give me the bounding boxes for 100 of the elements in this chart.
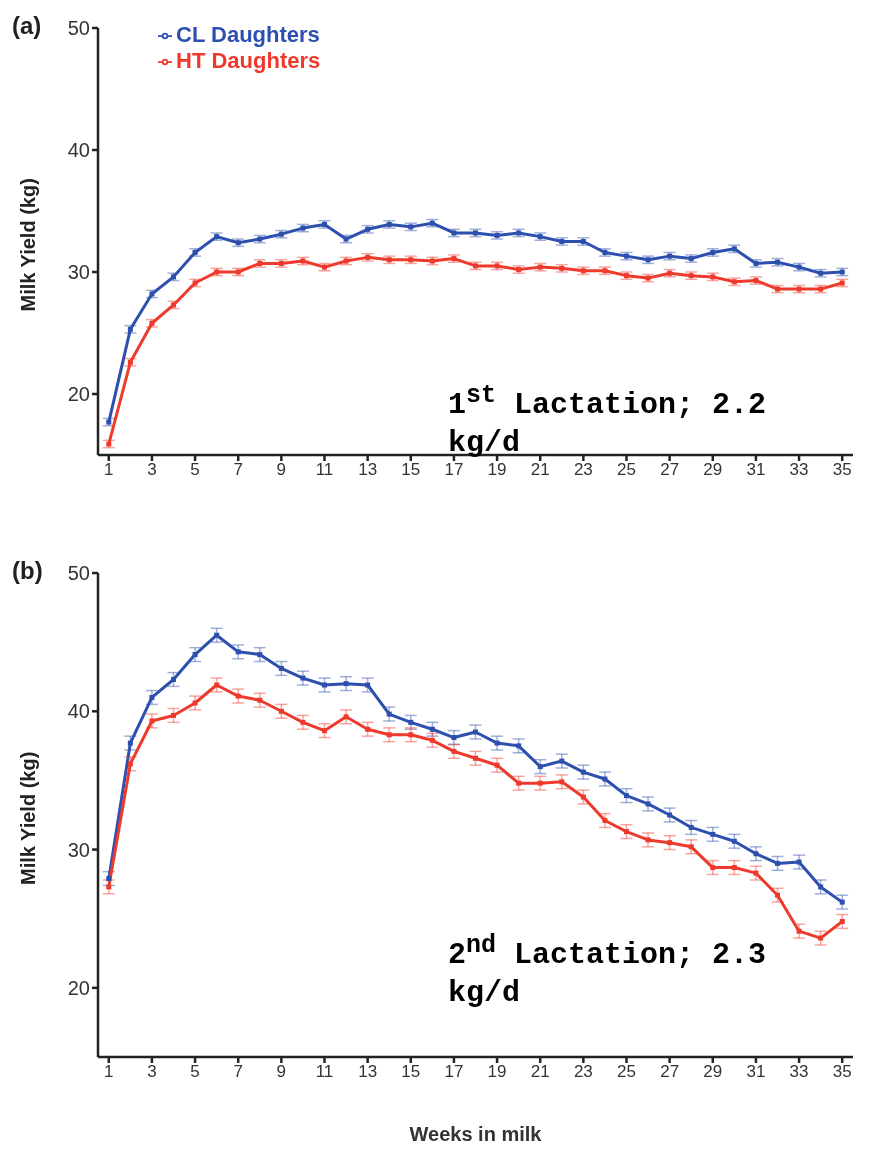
point — [624, 829, 629, 835]
point — [278, 708, 284, 714]
point — [429, 726, 435, 732]
x-tick-label: 27 — [660, 1062, 680, 1082]
x-tick-label: 9 — [276, 460, 287, 480]
point — [300, 675, 306, 681]
x-tick-label: 21 — [530, 1062, 550, 1082]
point — [537, 764, 543, 770]
point — [796, 928, 802, 934]
point — [559, 779, 565, 785]
point — [343, 681, 349, 687]
legend-label: CL Daughters — [176, 22, 320, 47]
point — [257, 697, 263, 703]
point — [775, 860, 780, 866]
x-tick-label: 35 — [832, 460, 852, 480]
point — [473, 729, 478, 735]
x-tick-label: 27 — [660, 460, 680, 480]
x-tick-label: 19 — [487, 460, 507, 480]
y-tick-label: 40 — [67, 700, 90, 723]
point — [710, 831, 716, 837]
x-tick-label: 11 — [315, 460, 334, 480]
point — [667, 840, 673, 846]
point — [580, 794, 586, 800]
annotation: 1$^{st}$ Lactation; 2.2 kg/d — [448, 380, 768, 462]
point — [753, 851, 759, 857]
point — [731, 838, 737, 844]
point — [818, 935, 824, 941]
x-tick-label: 3 — [147, 1062, 157, 1082]
point — [796, 859, 802, 865]
x-tick-label: 1 — [104, 1062, 114, 1082]
point — [214, 632, 220, 638]
point — [667, 812, 673, 818]
y-axis-title: Milk Yield (kg) — [17, 178, 40, 312]
x-tick-label: 25 — [617, 1062, 636, 1082]
y-tick-label: 20 — [67, 383, 90, 406]
x-tick-label: 19 — [487, 1062, 507, 1082]
x-tick-label: 7 — [233, 1062, 243, 1082]
point — [278, 665, 284, 671]
x-tick-label: 13 — [358, 1062, 378, 1082]
point — [365, 682, 371, 688]
point — [710, 865, 716, 871]
x-tick-label: 17 — [444, 1062, 464, 1082]
x-tick-label: 31 — [746, 1062, 766, 1082]
x-tick-label: 13 — [358, 460, 378, 480]
y-tick-label: 50 — [67, 562, 90, 585]
point — [818, 884, 824, 890]
point — [494, 762, 500, 768]
y-tick-label: 50 — [67, 17, 90, 40]
point — [408, 719, 414, 725]
point — [602, 776, 608, 782]
point — [537, 780, 543, 786]
point — [645, 837, 651, 843]
chart-title: (a) — [12, 12, 42, 40]
point — [624, 793, 629, 799]
x-tick-label: 21 — [530, 460, 550, 480]
point — [127, 761, 133, 767]
x-tick-label: 3 — [147, 460, 157, 480]
x-tick-label: 29 — [703, 460, 723, 480]
point — [322, 728, 327, 734]
y-tick-label: 30 — [67, 838, 90, 861]
point — [516, 780, 522, 786]
point — [645, 801, 651, 807]
point — [386, 732, 392, 738]
x-tick-label: 35 — [832, 1062, 852, 1082]
x-axis-title: Weeks in milk — [409, 1123, 543, 1145]
legend-label: HT Daughters — [176, 48, 321, 73]
chart-title: (b) — [12, 557, 43, 585]
point — [473, 755, 478, 761]
x-tick-label: 7 — [233, 460, 243, 480]
point — [451, 735, 457, 741]
y-tick-label: 20 — [67, 976, 90, 999]
x-tick-label: 23 — [573, 460, 593, 480]
point — [343, 714, 349, 720]
point — [775, 892, 780, 898]
point — [839, 918, 845, 924]
point — [192, 652, 198, 658]
point — [429, 737, 435, 743]
point — [365, 726, 371, 732]
point — [171, 712, 176, 718]
point — [451, 748, 457, 754]
x-tick-label: 33 — [789, 1062, 809, 1082]
x-tick-label: 11 — [315, 1062, 334, 1082]
point — [214, 682, 220, 688]
y-tick-label: 40 — [67, 139, 90, 162]
point — [580, 769, 586, 775]
point — [106, 876, 112, 882]
point — [149, 694, 155, 700]
x-tick-label: 1 — [104, 460, 114, 480]
x-tick-label: 9 — [276, 1062, 287, 1082]
point — [106, 884, 112, 890]
y-axis-title: Milk Yield (kg) — [17, 751, 40, 885]
x-tick-label: 5 — [190, 460, 200, 480]
point — [753, 870, 759, 876]
point — [602, 818, 608, 824]
point — [559, 758, 565, 764]
point — [257, 652, 263, 658]
point — [322, 682, 327, 688]
y-tick-label: 30 — [67, 261, 90, 284]
x-tick-label: 31 — [746, 460, 766, 480]
x-tick-label: 15 — [401, 460, 421, 480]
